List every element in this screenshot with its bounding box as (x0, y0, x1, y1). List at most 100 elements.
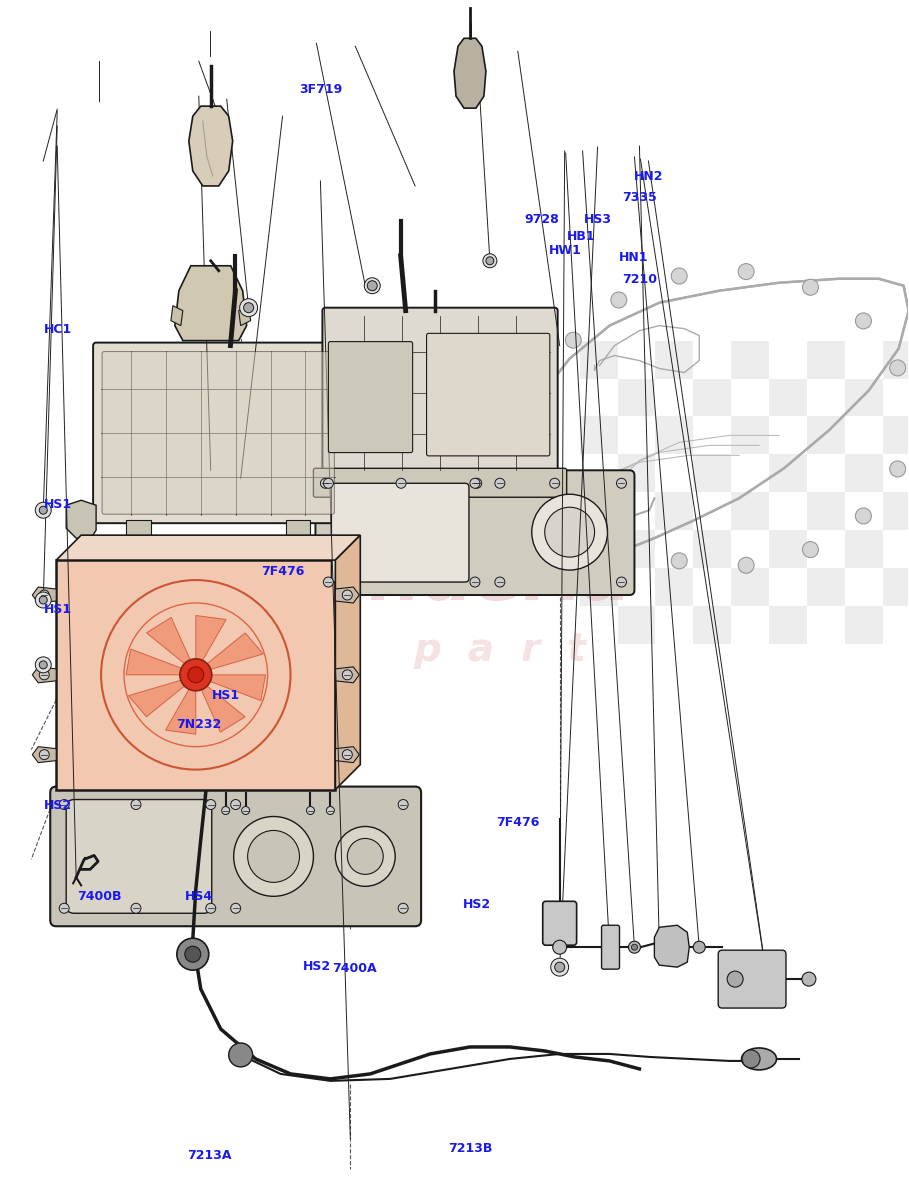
Circle shape (177, 938, 209, 970)
Circle shape (554, 962, 564, 972)
Polygon shape (285, 520, 311, 538)
FancyBboxPatch shape (315, 470, 634, 595)
Circle shape (347, 839, 384, 875)
Circle shape (343, 670, 353, 680)
FancyBboxPatch shape (602, 925, 620, 970)
Circle shape (35, 592, 51, 608)
Bar (883, 416, 909, 455)
Bar (655, 492, 694, 530)
Circle shape (483, 254, 497, 268)
Bar (617, 530, 655, 568)
Bar (655, 416, 694, 455)
Bar (617, 378, 655, 416)
Text: 7F476: 7F476 (261, 565, 304, 577)
Circle shape (343, 590, 353, 600)
Text: HS4: HS4 (185, 890, 213, 904)
FancyBboxPatch shape (93, 342, 344, 523)
Bar (883, 492, 909, 530)
Bar (617, 455, 655, 492)
Text: 7F476: 7F476 (496, 816, 540, 829)
Polygon shape (33, 587, 56, 602)
Bar (769, 530, 807, 568)
Circle shape (229, 1043, 253, 1067)
Circle shape (324, 577, 334, 587)
Circle shape (472, 479, 482, 488)
Circle shape (544, 508, 594, 557)
Polygon shape (66, 500, 96, 538)
Circle shape (742, 1050, 760, 1068)
Circle shape (628, 941, 641, 953)
Circle shape (35, 656, 51, 673)
Bar (769, 455, 807, 492)
Ellipse shape (742, 1048, 776, 1070)
Polygon shape (56, 535, 360, 560)
Circle shape (803, 541, 818, 558)
Circle shape (532, 494, 607, 570)
Text: fideria: fideria (367, 546, 633, 614)
Circle shape (398, 904, 408, 913)
Circle shape (470, 577, 480, 587)
Circle shape (470, 479, 480, 488)
FancyBboxPatch shape (323, 307, 558, 479)
Polygon shape (335, 746, 359, 763)
Circle shape (247, 830, 299, 882)
Bar (883, 341, 909, 378)
Polygon shape (33, 667, 56, 683)
FancyBboxPatch shape (102, 352, 335, 514)
Bar (580, 341, 617, 378)
Circle shape (494, 479, 504, 488)
Text: 7213A: 7213A (187, 1150, 232, 1162)
Text: 7N232: 7N232 (176, 718, 222, 731)
Circle shape (222, 806, 230, 815)
Text: HS2: HS2 (463, 898, 491, 911)
Circle shape (335, 827, 395, 887)
Circle shape (39, 750, 49, 760)
Text: HC1: HC1 (44, 323, 72, 336)
Circle shape (240, 299, 257, 317)
Polygon shape (340, 500, 370, 538)
Polygon shape (335, 535, 360, 790)
Bar (617, 606, 655, 644)
Polygon shape (171, 306, 183, 325)
Circle shape (855, 313, 872, 329)
Circle shape (343, 750, 353, 760)
Circle shape (565, 332, 581, 348)
Circle shape (738, 557, 754, 574)
Polygon shape (239, 306, 251, 325)
Text: 7400B: 7400B (77, 890, 122, 904)
Bar (844, 378, 883, 416)
Polygon shape (165, 689, 195, 734)
Text: HB1: HB1 (567, 229, 595, 242)
FancyBboxPatch shape (50, 786, 421, 926)
Bar (807, 341, 844, 378)
Bar (694, 455, 731, 492)
Text: 7400A: 7400A (333, 962, 377, 976)
Circle shape (180, 659, 212, 691)
Bar (844, 530, 883, 568)
Circle shape (494, 577, 504, 587)
Circle shape (396, 479, 406, 488)
Bar (731, 492, 769, 530)
Bar (844, 606, 883, 644)
Bar (580, 568, 617, 606)
Circle shape (326, 806, 335, 815)
Bar (769, 378, 807, 416)
Polygon shape (206, 632, 264, 670)
Bar (694, 378, 731, 416)
Circle shape (802, 972, 816, 986)
Circle shape (324, 479, 334, 488)
Circle shape (59, 904, 69, 913)
FancyBboxPatch shape (543, 901, 576, 946)
Circle shape (611, 529, 627, 545)
Text: HS1: HS1 (44, 498, 72, 511)
Polygon shape (209, 674, 265, 701)
Polygon shape (128, 680, 185, 716)
Polygon shape (146, 618, 191, 665)
Text: HS2: HS2 (44, 799, 72, 812)
Bar (807, 492, 844, 530)
Circle shape (234, 816, 314, 896)
Circle shape (59, 799, 69, 810)
Circle shape (320, 479, 330, 488)
Text: HS3: HS3 (584, 212, 612, 226)
Polygon shape (195, 616, 226, 661)
